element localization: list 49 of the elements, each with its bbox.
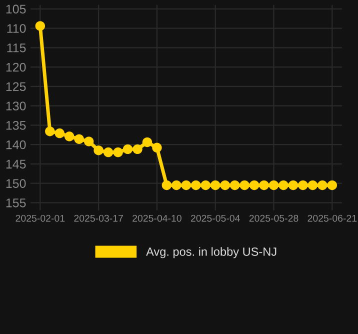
x-tick-label: 2025-05-04 — [190, 214, 240, 222]
y-tick-label: 140 — [6, 140, 26, 150]
point — [230, 180, 240, 190]
point — [249, 180, 260, 190]
y-tick-label: 105 — [6, 4, 26, 14]
y-tick-label: 115 — [7, 44, 26, 52]
y-tick-label: 145 — [6, 160, 26, 169]
y-tick-label: 125 — [6, 82, 26, 92]
y-tick-label: 155 — [6, 198, 26, 208]
point — [327, 180, 338, 190]
point — [64, 132, 74, 142]
point — [220, 180, 230, 190]
y-tick-label: 150 — [6, 179, 26, 188]
y-tick-label: 110 — [7, 24, 26, 33]
point — [84, 136, 94, 146]
point — [132, 144, 142, 154]
point — [240, 180, 250, 190]
point — [308, 180, 318, 190]
point — [191, 180, 201, 190]
point — [103, 147, 114, 158]
point — [35, 21, 46, 31]
point — [210, 180, 220, 190]
point — [152, 142, 162, 152]
point — [142, 137, 152, 148]
point — [122, 144, 133, 154]
point — [259, 180, 269, 190]
x-tick-label: 2025-05-28 — [249, 214, 298, 222]
point — [181, 180, 192, 190]
x-tick-label: 2025-06-21 — [308, 214, 357, 222]
legend-label: Avg. pos. in lobby US-NJ — [146, 247, 276, 258]
point — [268, 180, 279, 190]
y-tick-label: 135 — [6, 120, 26, 130]
y-tick-label: 120 — [6, 62, 26, 72]
point — [54, 128, 64, 138]
x-tick-label: 2025-04-10 — [132, 214, 182, 222]
point — [200, 180, 210, 190]
x-tick-label: 2025-02-01 — [16, 214, 65, 222]
point — [45, 126, 55, 136]
point — [278, 180, 288, 190]
point — [94, 145, 104, 156]
point — [298, 180, 308, 190]
point — [288, 180, 298, 190]
point — [74, 134, 84, 144]
point — [172, 180, 182, 190]
y-tick-label: 130 — [6, 102, 26, 110]
point — [318, 180, 328, 190]
x-tick-label: 2025-03-17 — [74, 214, 123, 222]
point — [162, 180, 172, 190]
point — [113, 147, 123, 158]
